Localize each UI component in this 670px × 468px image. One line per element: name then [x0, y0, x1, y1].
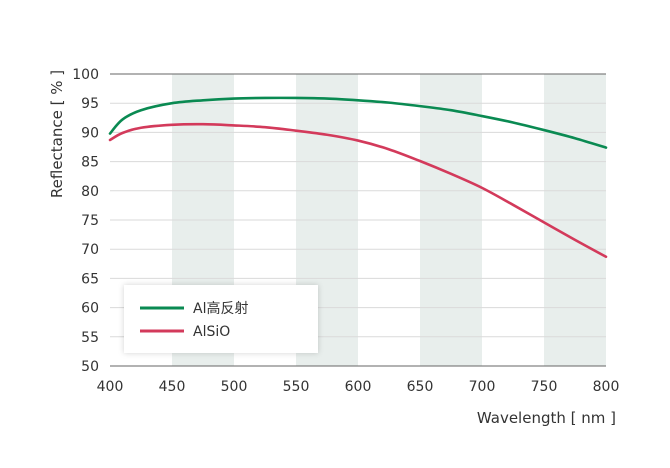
legend-label: Al高反射: [193, 300, 248, 317]
legend-box: [124, 285, 318, 353]
x-axis-title: Wavelength [ nm ]: [477, 409, 616, 427]
y-tick-label: 75: [81, 213, 99, 229]
series-line: [108, 122, 608, 259]
x-tick-label: 400: [97, 379, 124, 395]
y-tick-label: 60: [81, 301, 99, 317]
series-line: [108, 96, 608, 149]
x-tick-label: 550: [283, 379, 310, 395]
y-tick-label: 95: [81, 96, 99, 112]
y-tick-label: 55: [81, 330, 99, 346]
y-tick-label: 50: [81, 359, 99, 375]
y-tick-label: 90: [81, 125, 99, 141]
x-tick-label: 600: [345, 379, 372, 395]
y-axis-title: Reflectance [ % ]: [48, 70, 66, 198]
legend: Al高反射 AlSiO: [124, 285, 318, 353]
x-tick-label: 650: [407, 379, 434, 395]
x-tick-label: 500: [221, 379, 248, 395]
x-tick-label: 800: [593, 379, 620, 395]
series-lines: [108, 96, 608, 259]
y-tick-label: 85: [81, 155, 99, 171]
y-tick-label: 100: [72, 67, 99, 83]
y-tick-label: 65: [81, 271, 99, 287]
y-tick-label: 70: [81, 242, 99, 258]
x-tick-label: 700: [469, 379, 496, 395]
legend-label: AlSiO: [193, 324, 230, 340]
x-tick-label: 450: [159, 379, 186, 395]
tick-labels: 50 55 60 65 70 75 80 85 90 95 100 400 450 500 550 600 65…: [72, 67, 619, 395]
grid-lines: [110, 73, 606, 367]
x-tick-label: 750: [531, 379, 558, 395]
y-tick-label: 80: [81, 184, 99, 200]
